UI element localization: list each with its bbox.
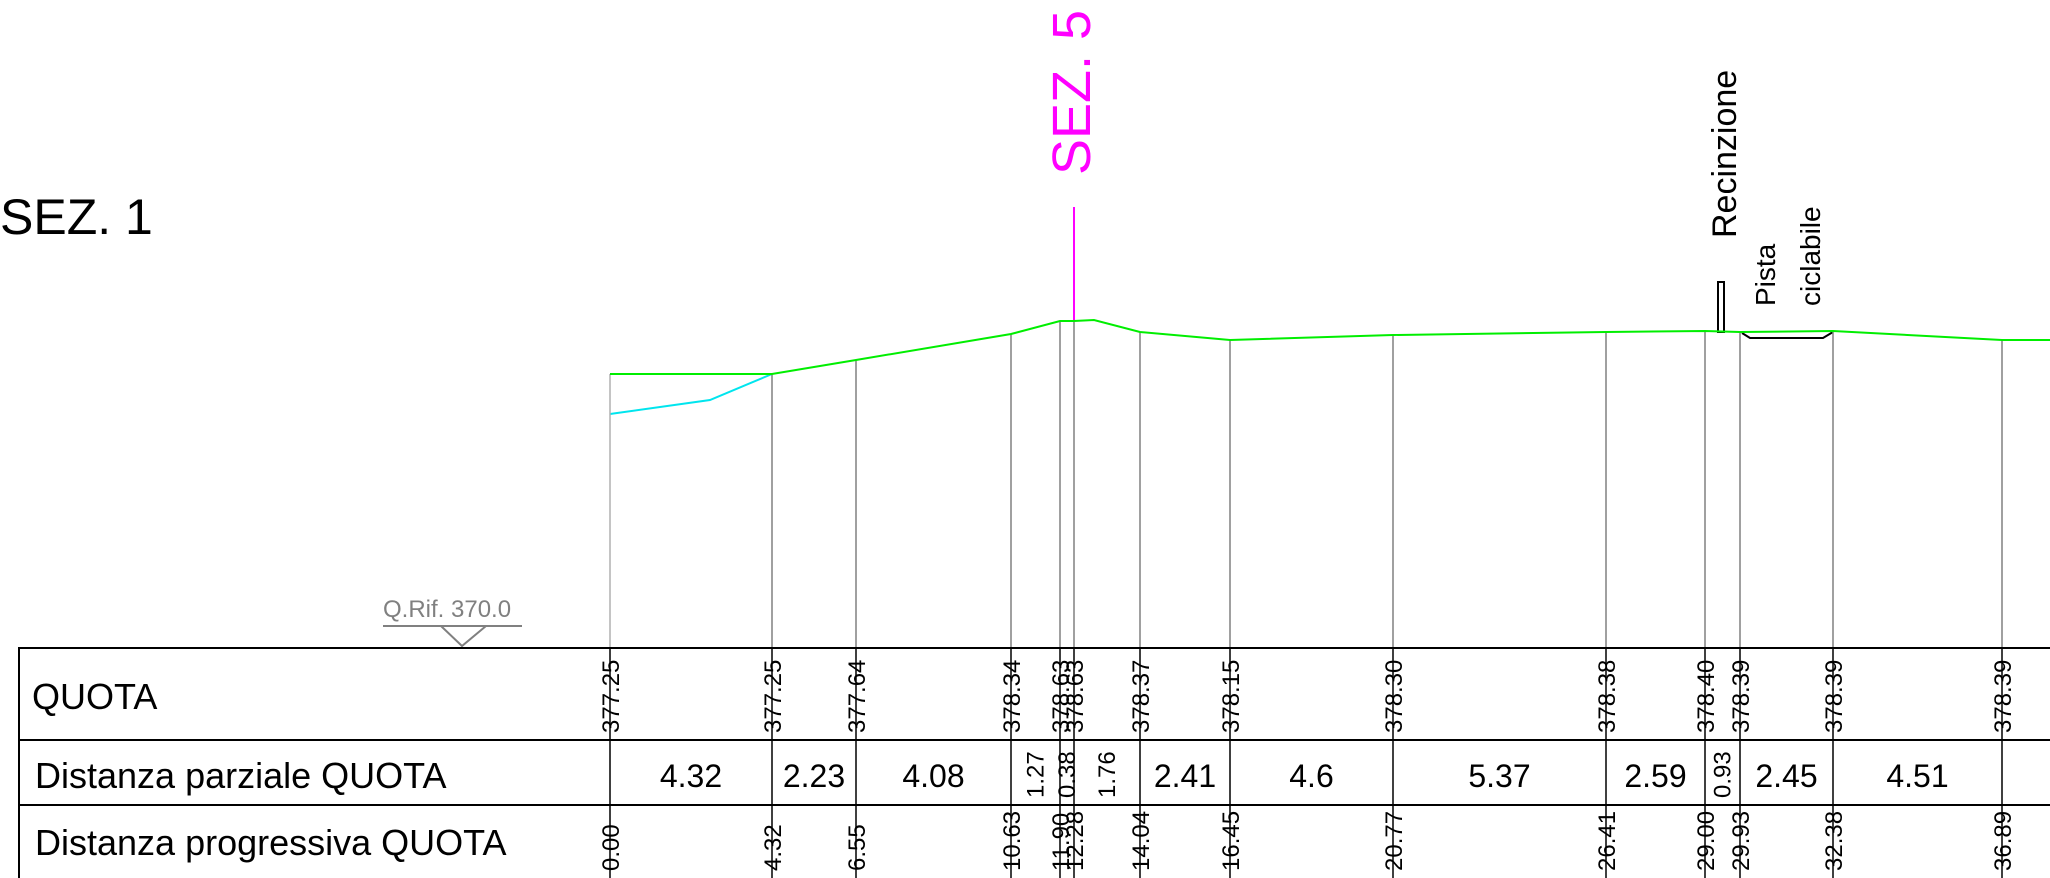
partial-value: 1.76	[1094, 751, 1121, 798]
quota-value: 378.63	[1062, 660, 1089, 733]
quota-value: 377.25	[760, 660, 787, 733]
quota-value: 377.64	[844, 660, 871, 733]
quota-value: 378.39	[1821, 660, 1848, 733]
table-values: 377.25 0.00 377.25 4.32 377.64 6.55 378.34 10.6…	[598, 648, 2017, 878]
partial-value: 0.38	[1054, 751, 1081, 798]
partial-value: 2.23	[783, 758, 845, 794]
quota-value: 378.39	[1728, 660, 1755, 733]
reference-level-label: Q.Rif. 370.0	[383, 596, 511, 623]
fence-symbol	[1717, 281, 1725, 333]
table-border	[18, 647, 2050, 878]
section-marker-label: SEZ. 5	[1042, 10, 1102, 175]
partial-value: 2.45	[1755, 758, 1817, 794]
quota-value: 378.34	[999, 660, 1026, 733]
quota-value: 378.37	[1128, 660, 1155, 733]
quota-value: 378.15	[1218, 660, 1245, 733]
partial-value: 5.37	[1468, 758, 1530, 794]
progressive-value: 4.32	[760, 824, 787, 871]
row-label-partial: Distanza parziale QUOTA	[35, 755, 446, 796]
partial-value: 4.32	[660, 758, 722, 794]
quota-value: 378.39	[1990, 660, 2017, 733]
progressive-value: 29.93	[1728, 811, 1755, 871]
station-lines	[609, 321, 2003, 648]
bike-path-label-2: ciclabile	[1795, 206, 1826, 306]
partial-value: 4.51	[1886, 758, 1948, 794]
terrain-profile	[610, 318, 2050, 375]
water-bottom	[609, 373, 773, 415]
partial-value: 0.93	[1710, 751, 1737, 798]
section-title: SEZ. 1	[0, 189, 153, 245]
row-label-quota: QUOTA	[32, 676, 157, 717]
progressive-value: 20.77	[1381, 811, 1408, 871]
quota-value: 378.40	[1693, 660, 1720, 733]
progressive-value: 10.63	[999, 811, 1026, 871]
reference-level-triangle	[440, 625, 487, 648]
quota-value: 377.25	[598, 660, 625, 733]
progressive-value: 16.45	[1218, 811, 1245, 871]
partial-value: 1.27	[1023, 751, 1050, 798]
bike-path-symbol	[1741, 331, 1834, 339]
progressive-value: 11.90	[1048, 813, 1075, 871]
progressive-value: 36.89	[1990, 811, 2017, 871]
quota-value: 378.30	[1381, 660, 1408, 733]
progressive-value: 6.55	[844, 824, 871, 871]
row-label-progressive: Distanza progressiva QUOTA	[35, 822, 506, 863]
partial-value: 4.6	[1289, 758, 1333, 794]
quota-value: 378.63	[1048, 660, 1075, 733]
progressive-value: 29.00	[1693, 811, 1720, 871]
progressive-value: 12.28	[1062, 811, 1089, 871]
quota-value: 378.38	[1594, 660, 1621, 733]
data-table: QUOTA Distanza parziale QUOTA Distanza p…	[18, 647, 2050, 878]
progressive-value: 26.41	[1594, 811, 1621, 871]
progressive-value: 32.38	[1821, 811, 1848, 871]
bike-path-label-1: Pista	[1750, 243, 1781, 306]
partial-value: 2.41	[1154, 758, 1216, 794]
progressive-value: 0.00	[598, 824, 625, 871]
fence-label: Recinzione	[1706, 70, 1744, 238]
partial-value: 4.08	[902, 758, 964, 794]
partial-value: 2.59	[1624, 758, 1686, 794]
progressive-value: 14.04	[1128, 811, 1155, 871]
